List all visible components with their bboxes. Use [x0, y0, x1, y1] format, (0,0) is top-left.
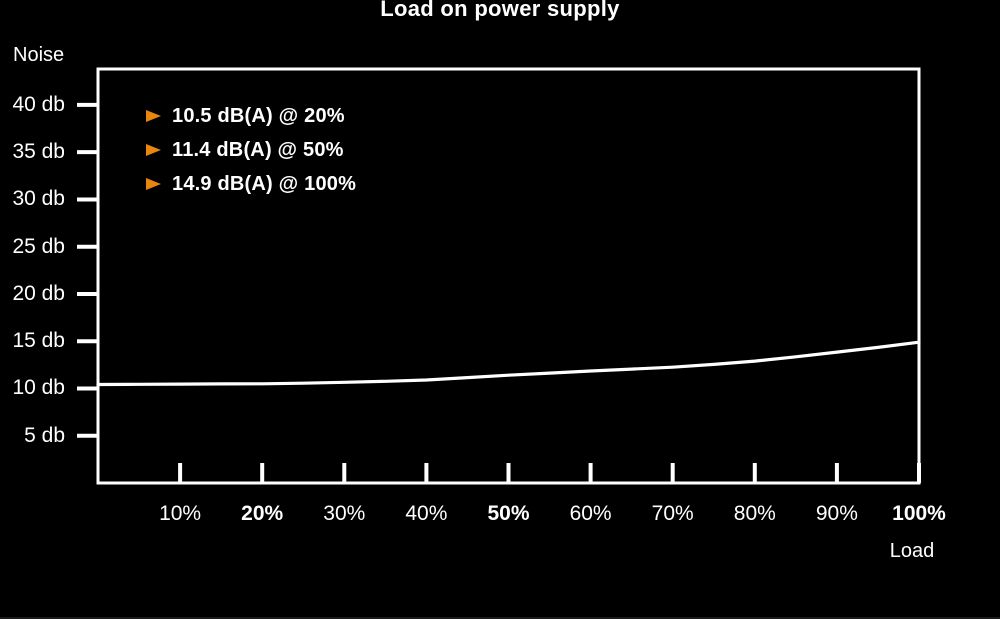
annotation-row: 10.5 dB(A) @ 20% [146, 105, 356, 127]
y-tick-label: 25 db [12, 234, 65, 258]
x-tick-label: 40% [405, 502, 448, 525]
triangle-bullet-icon [146, 110, 161, 122]
y-axis-title: Noise [13, 44, 65, 66]
x-tick-label: 70% [651, 502, 694, 525]
x-tick-label: 90% [815, 502, 858, 525]
annotation-row: 14.9 dB(A) @ 100% [146, 173, 356, 195]
annotation-label: 10.5 dB(A) @ 20% [172, 104, 345, 127]
triangle-bullet-icon [146, 178, 161, 190]
annotation-row: 11.4 dB(A) @ 50% [146, 139, 356, 161]
y-tick-label: 10 db [12, 376, 65, 400]
x-tick-label: 30% [323, 502, 366, 525]
y-tick-label: 5 db [24, 423, 65, 447]
annotation-label: 14.9 dB(A) @ 100% [172, 172, 357, 195]
x-tick-label: 10% [159, 502, 202, 525]
x-axis-title: Load [889, 540, 935, 562]
y-tick-label: 30 db [12, 187, 65, 211]
x-tick-label: 50% [487, 502, 530, 525]
noise-curve [96, 340, 921, 387]
y-tick-label: 15 db [12, 329, 65, 353]
annotation-list: 10.5 dB(A) @ 20% 11.4 dB(A) @ 50% 14.9 d… [146, 105, 356, 195]
chart-title: Load on power supply [380, 0, 620, 21]
x-tick-label: 20% [241, 502, 284, 525]
x-tick-label: 60% [569, 502, 612, 525]
y-tick-label: 40 db [12, 92, 65, 116]
y-tick-label: 35 db [12, 140, 65, 164]
x-tick-label: 100% [892, 502, 946, 525]
triangle-bullet-icon [146, 144, 161, 156]
y-tick-label: 20 db [12, 281, 65, 305]
x-tick-label: 80% [733, 502, 776, 525]
annotation-label: 11.4 dB(A) @ 50% [172, 138, 344, 161]
bottom-edge-line [0, 617, 1000, 619]
